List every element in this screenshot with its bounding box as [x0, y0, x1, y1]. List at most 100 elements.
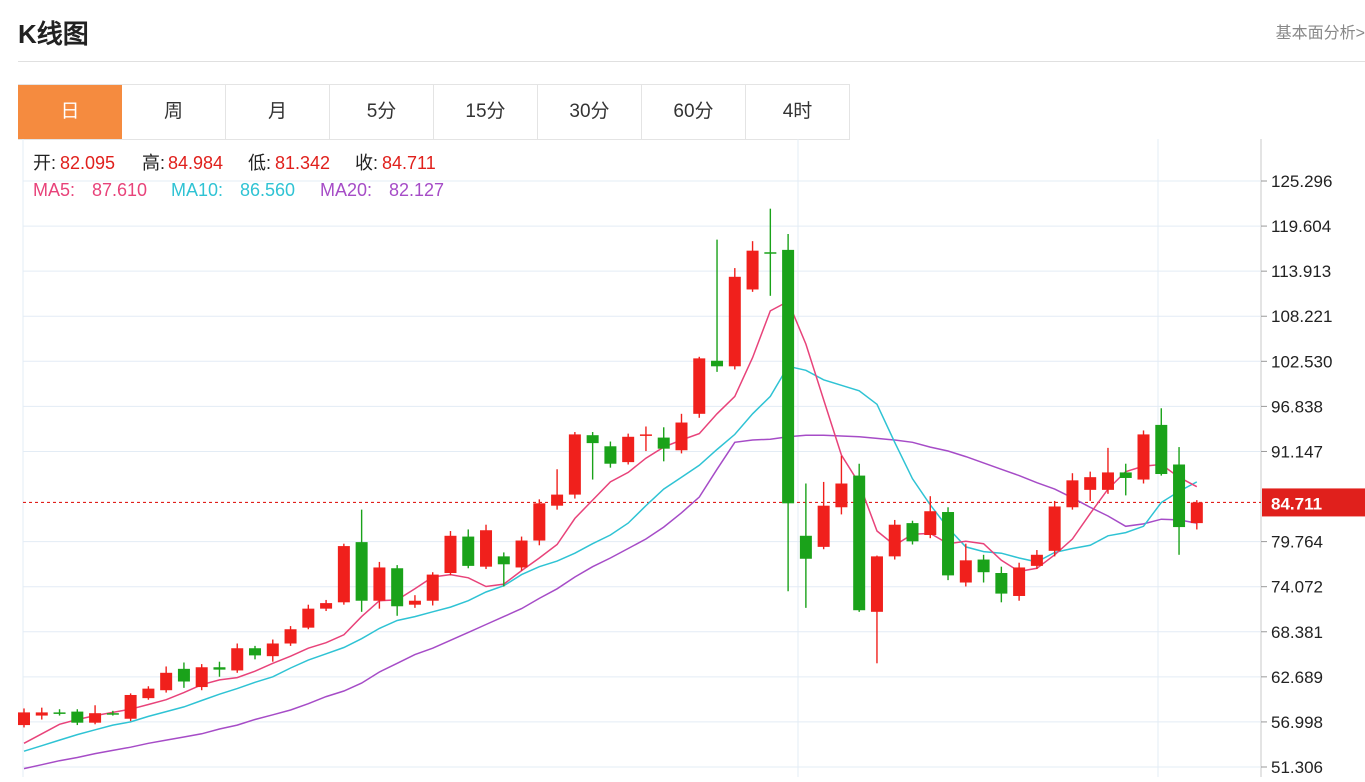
candlestick [1030, 550, 1043, 570]
page-title: K线图 [18, 19, 89, 49]
candlestick [782, 234, 795, 592]
candlestick [1137, 430, 1150, 484]
candle-body [639, 434, 652, 436]
candlestick [924, 496, 937, 539]
candle-body [1084, 477, 1097, 490]
candle-body [942, 512, 955, 576]
candle-body [835, 483, 848, 508]
candlestick [1119, 463, 1132, 496]
candlestick [1101, 447, 1114, 494]
candlestick [551, 469, 564, 510]
candlestick [320, 599, 333, 612]
candle-layer [18, 208, 1203, 728]
candlestick [639, 426, 652, 452]
ohlc-high-value: 84.984 [168, 153, 223, 173]
candle-body [906, 523, 919, 542]
candle-body [462, 536, 475, 566]
y-tick-label: 119.604 [1271, 217, 1331, 236]
candle-body [622, 436, 635, 463]
candle-body [1101, 472, 1114, 490]
candle-body [533, 503, 546, 541]
ma10-value: 86.560 [240, 180, 295, 200]
tab-60min[interactable]: 60分 [642, 85, 746, 139]
tab-month[interactable]: 月 [226, 85, 330, 139]
candle-body [124, 694, 137, 719]
candle-body [1030, 554, 1043, 566]
y-tick-label: 125.296 [1271, 172, 1332, 191]
candle-body [160, 672, 173, 691]
ma10-line [23, 365, 1198, 752]
candle-body [728, 276, 741, 367]
candle-body [337, 546, 350, 603]
candle-body [551, 494, 564, 506]
candlestick [764, 208, 777, 296]
ohlc-low-value: 81.342 [275, 153, 330, 173]
tab-week[interactable]: 周 [122, 85, 226, 139]
candle-body [480, 530, 493, 567]
candlestick [1013, 562, 1026, 601]
candlestick [462, 529, 475, 569]
y-tick-label: 74.072 [1271, 578, 1323, 597]
y-tick-label: 51.306 [1271, 758, 1323, 777]
candle-body [817, 505, 830, 547]
y-tick-label: 108.221 [1271, 307, 1332, 326]
candle-body [142, 688, 155, 699]
candlestick [746, 241, 759, 292]
ma20-value: 82.127 [389, 180, 444, 200]
kline-chart[interactable]: 125.296 119.604 113.913 108.221 102.530 96.83… [18, 139, 1365, 777]
ohlc-open-label: 开: [33, 153, 56, 173]
candle-body [497, 556, 510, 565]
ma5-label: MA5: [33, 180, 75, 200]
candlestick [1084, 471, 1097, 501]
candle-body [195, 667, 208, 688]
ma-layer [23, 300, 1198, 770]
candle-body [71, 711, 84, 723]
candlestick [408, 595, 421, 608]
candle-body [89, 713, 102, 723]
ohlc-close-value: 84.711 [382, 153, 436, 173]
candlestick [586, 432, 599, 480]
candlestick [373, 561, 386, 609]
y-tick-label: 62.689 [1271, 668, 1323, 687]
candle-body [888, 524, 901, 557]
tab-15min[interactable]: 15分 [434, 85, 538, 139]
candle-body [782, 249, 795, 504]
candle-body [711, 360, 724, 367]
ohlc-low-label: 低: [248, 153, 271, 173]
tab-30min[interactable]: 30分 [538, 85, 642, 139]
ohlc-high-label: 高: [142, 153, 165, 173]
ma5-line [23, 300, 1198, 744]
candle-body [693, 358, 706, 414]
candle-body [53, 712, 66, 714]
candlestick [302, 604, 315, 630]
candle-body [35, 712, 48, 716]
period-tabs: 日 周 月 5分 15分 30分 60分 4时 [18, 84, 850, 140]
grid-layer [22, 139, 1262, 777]
candlestick [177, 662, 190, 688]
tab-5min[interactable]: 5分 [330, 85, 434, 139]
candlestick [1066, 473, 1079, 510]
candle-body [799, 535, 812, 559]
candlestick [853, 463, 866, 612]
candle-body [1190, 502, 1203, 524]
candle-body [586, 435, 599, 444]
candlestick [1190, 500, 1203, 530]
candle-body [302, 608, 315, 628]
candlestick [231, 643, 244, 673]
candlestick [355, 509, 368, 612]
ma10-label: MA10: [171, 180, 223, 200]
candle-body [977, 559, 990, 573]
candlestick [1048, 500, 1061, 557]
tab-day[interactable]: 日 [18, 85, 122, 139]
candlestick [337, 543, 350, 605]
candlestick [195, 664, 208, 691]
candlestick [995, 566, 1008, 603]
candlestick [515, 536, 528, 571]
candlestick [266, 639, 279, 662]
candlestick [622, 433, 635, 465]
tab-4hour[interactable]: 4时 [746, 85, 850, 139]
fundamental-analysis-link[interactable]: 基本面分析> [1275, 25, 1365, 42]
candle-body [1173, 464, 1186, 528]
candlestick [124, 693, 137, 722]
candle-body [1066, 480, 1079, 508]
